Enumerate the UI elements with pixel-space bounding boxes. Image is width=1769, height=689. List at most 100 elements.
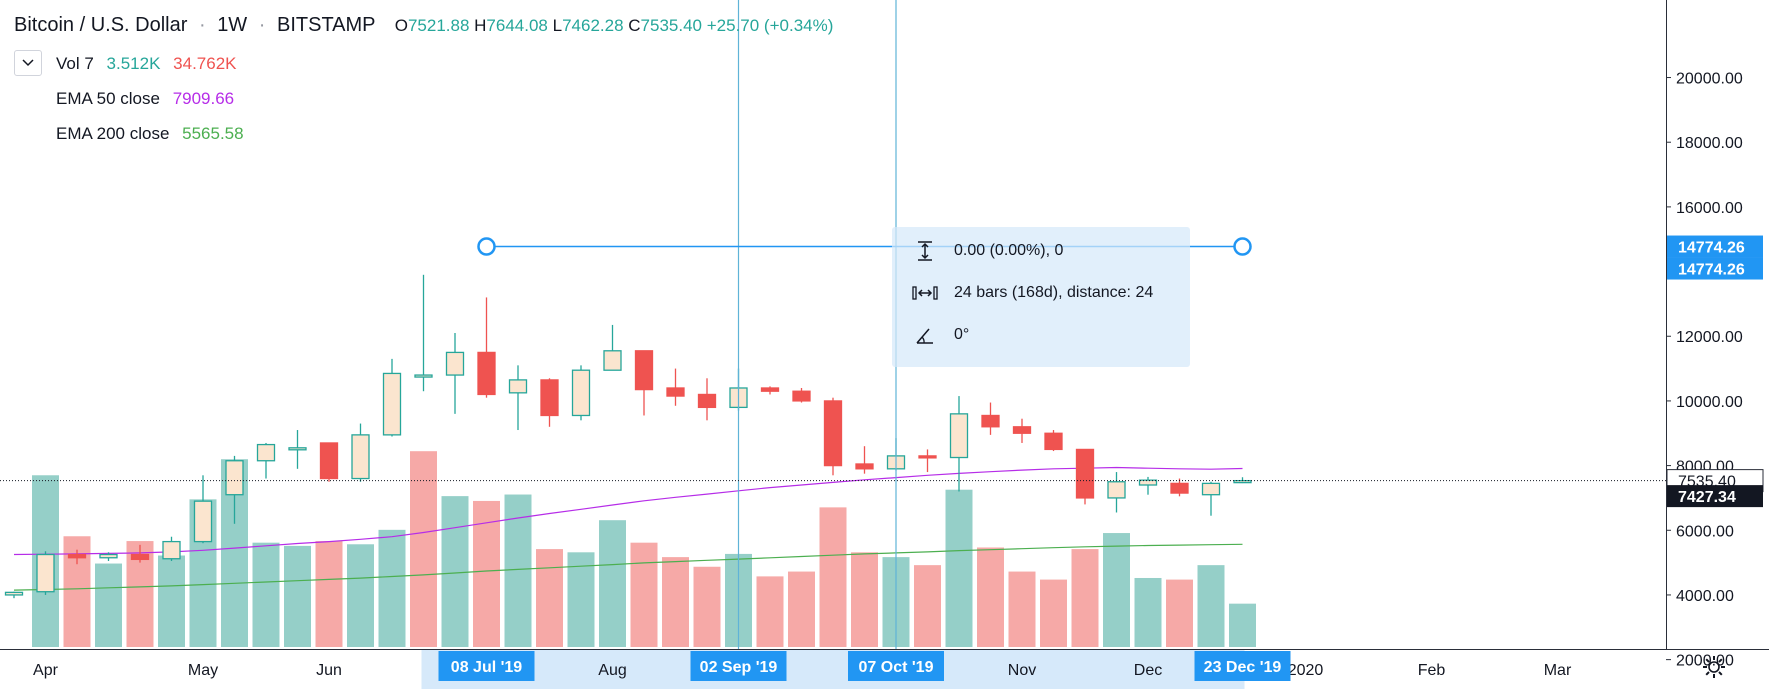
x-tick-label: Jun <box>316 662 342 679</box>
candle-body <box>540 379 559 417</box>
volume-indicator[interactable]: Vol 7 3.512K 34.762K <box>56 54 237 74</box>
angle-text: 0° <box>954 326 970 343</box>
candle-body <box>1201 482 1221 496</box>
volume-bar <box>662 557 689 647</box>
candle-body <box>382 372 402 436</box>
volume-bar <box>1103 533 1130 647</box>
volume-bar <box>819 507 847 647</box>
candle-body <box>1170 482 1189 494</box>
bars-range-line: 24 bars (168d), distance: 24 <box>912 281 1153 305</box>
candle-body <box>288 447 307 451</box>
x-tick-label: Feb <box>1418 662 1446 679</box>
volume-bar <box>315 541 343 647</box>
symbol-name[interactable]: Bitcoin / U.S. Dollar <box>14 14 188 36</box>
high-label: H <box>474 16 487 35</box>
candle-body <box>603 350 622 371</box>
measure-info-box: 0.00 (0.00%), 0 24 bars (168d), distance… <box>892 227 1190 367</box>
x-tick-label: Aug <box>598 662 626 679</box>
ema50-indicator[interactable]: EMA 50 close 7909.66 <box>56 89 234 109</box>
x-tick-label: 2020 <box>1288 662 1324 679</box>
time-badge: 02 Sep '19 <box>700 659 778 676</box>
candle-body <box>571 369 591 417</box>
low-value: 7462.28 <box>562 16 624 35</box>
time-badge-bg <box>1194 651 1291 681</box>
candle-body <box>949 413 969 459</box>
volume-bar <box>851 552 878 647</box>
y-tick-label: 12000.00 <box>1676 329 1743 346</box>
open-label: O <box>394 16 408 35</box>
angle-icon <box>912 323 938 347</box>
volume-ma-value: 34.762K <box>173 54 237 73</box>
candle-body <box>162 540 181 560</box>
candle-body <box>351 434 370 480</box>
volume-bar <box>1008 571 1036 647</box>
candle-body <box>1138 479 1158 486</box>
candle-body <box>36 553 55 593</box>
candle-body <box>666 387 685 397</box>
volume-bar <box>378 529 406 647</box>
change-value: +25.70 (+0.34%) <box>706 16 834 35</box>
open-value: 7521.88 <box>407 16 470 35</box>
volume-bar <box>1040 579 1067 647</box>
measure-handle-end[interactable] <box>1233 237 1252 256</box>
candle-body <box>634 350 654 391</box>
chart-legend: Bitcoin / U.S. Dollar · 1W · BITSTAMP O7… <box>14 0 1014 160</box>
volume-bar <box>599 520 626 647</box>
time-badge-bg <box>438 651 535 681</box>
volume-bar <box>1071 549 1099 647</box>
candle-body <box>1044 432 1063 451</box>
volume-label: Vol 7 <box>56 54 94 73</box>
candle-body <box>319 442 339 480</box>
volume-bar <box>945 489 973 647</box>
crosshair-price-badge-bg <box>1667 485 1763 508</box>
volume-bar <box>756 576 784 647</box>
interval-label[interactable]: 1W <box>217 14 248 36</box>
volume-bar <box>284 545 311 647</box>
volume-bar <box>536 549 563 647</box>
crosshair-price-badge: 7427.34 <box>1678 489 1736 506</box>
volume-bar <box>693 566 721 647</box>
candle-body <box>130 553 150 561</box>
volume-bar <box>1229 603 1256 647</box>
header-separator: · <box>258 14 266 36</box>
candle-body <box>477 351 496 396</box>
ema200-line <box>13 543 1243 591</box>
candle-body <box>508 379 528 394</box>
measure-price-badge-bg <box>1667 235 1763 258</box>
measure-price-badge-bg <box>1667 257 1763 280</box>
x-tick-label: Nov <box>1008 662 1036 679</box>
chevron-down-icon <box>22 59 34 67</box>
volume-bar <box>252 542 280 647</box>
volume-bar <box>95 563 122 647</box>
volume-bar <box>410 451 437 647</box>
time-badge: 08 Jul '19 <box>451 659 523 676</box>
measure-handle-start[interactable] <box>477 237 496 256</box>
ema200-label: EMA 200 close <box>56 124 170 143</box>
collapse-legend-button[interactable] <box>14 50 42 76</box>
measure-price-badge: 14774.26 <box>1678 240 1745 257</box>
candle-body <box>760 387 780 392</box>
candle-body <box>918 455 937 459</box>
candle-body <box>225 460 244 496</box>
time-badge-bg <box>848 651 944 681</box>
ohlc-values: O7521.88 H7644.08 L7462.28 C7535.40 +25.… <box>395 16 834 35</box>
low-label: L <box>552 16 563 35</box>
volume-bar <box>158 555 185 647</box>
ema50-label: EMA 50 close <box>56 89 160 108</box>
y-tick-label: 6000.00 <box>1676 523 1734 540</box>
chart-settings-button[interactable] <box>1701 654 1727 680</box>
y-tick-label: 20000.00 <box>1676 71 1743 88</box>
angle-line: 0° <box>912 323 969 347</box>
candle-body <box>1012 426 1032 434</box>
volume-bar <box>441 496 469 647</box>
volume-bar <box>347 544 374 647</box>
y-tick-label: 18000.00 <box>1676 135 1743 152</box>
ema50-value: 7909.66 <box>172 89 235 108</box>
volume-bar <box>914 565 941 647</box>
ema200-indicator[interactable]: EMA 200 close 5565.58 <box>56 124 244 144</box>
close-value: 7535.40 <box>640 16 702 35</box>
candle-body <box>99 553 118 559</box>
candle-body <box>792 390 811 402</box>
y-tick-label: 10000.00 <box>1676 394 1743 411</box>
